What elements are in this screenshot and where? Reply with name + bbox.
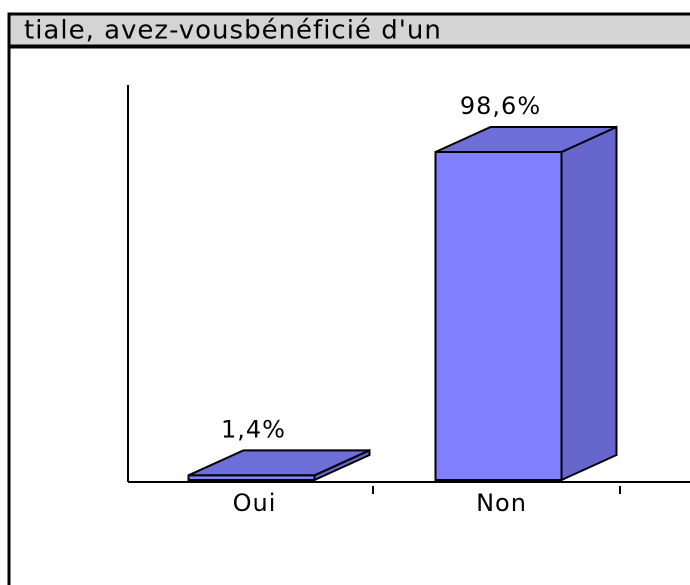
bar-side: [560, 125, 618, 482]
title-bar: [7, 12, 690, 48]
data-label: 98,6%: [460, 92, 541, 120]
bar: [187, 448, 371, 482]
bar-front: [434, 151, 563, 481]
bar-front: [187, 474, 316, 481]
bar: [434, 125, 618, 482]
chart-title: tiale, avez-vousbénéficié d'un: [24, 16, 442, 46]
data-label: 1,4%: [221, 415, 286, 443]
x-tick-label: Non: [476, 489, 527, 517]
x-tick-label: Oui: [233, 489, 277, 517]
